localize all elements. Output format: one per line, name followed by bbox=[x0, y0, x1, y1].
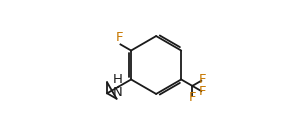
Text: H: H bbox=[113, 73, 122, 86]
Text: F: F bbox=[199, 85, 207, 98]
Text: F: F bbox=[189, 91, 196, 104]
Text: F: F bbox=[199, 73, 207, 86]
Text: F: F bbox=[115, 31, 123, 44]
Text: N: N bbox=[113, 86, 122, 99]
